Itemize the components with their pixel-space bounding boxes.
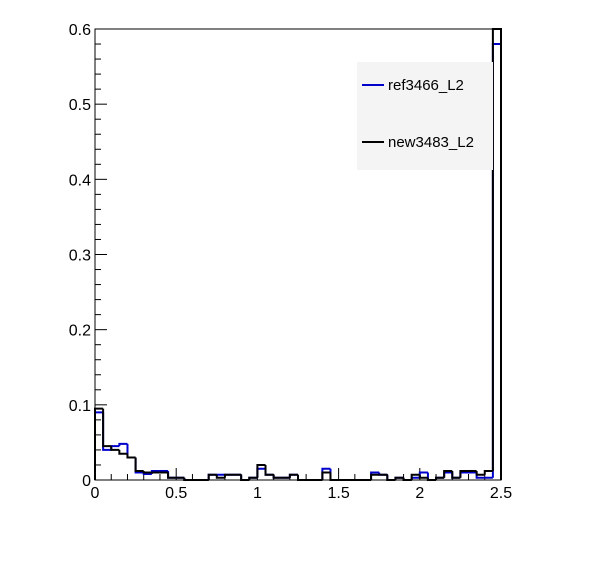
x-tick-label: 1 — [253, 485, 262, 502]
y-tick-label: 0.3 — [69, 248, 91, 265]
histogram-bin — [410, 473, 420, 480]
histogram-bin — [475, 470, 485, 476]
y-tick-label: 0.6 — [69, 22, 91, 39]
histogram-bin — [248, 476, 258, 480]
histogram-bin — [288, 473, 298, 478]
histogram-bin — [443, 469, 453, 478]
x-tick-label: 0 — [91, 485, 100, 502]
histogram-bin — [459, 469, 469, 478]
histogram-bin — [118, 449, 128, 455]
y-tick-label: 0.1 — [69, 398, 91, 415]
histogram-bin — [110, 446, 120, 451]
x-tick-label: 0.5 — [165, 485, 187, 502]
histogram-bin — [394, 476, 404, 480]
plot-frame — [94, 28, 502, 481]
x-tick-label: 2 — [415, 485, 424, 502]
histogram-bin — [264, 464, 274, 476]
histogram-bin — [321, 471, 331, 480]
histogram-bin — [167, 472, 177, 479]
histogram-bin — [102, 408, 112, 448]
y-tick-label: 0 — [82, 473, 91, 490]
legend: ref3466_L2 new3483_L2 — [357, 62, 493, 170]
histogram-bin — [207, 473, 217, 480]
histogram-bin — [418, 474, 428, 479]
histogram-bin — [223, 473, 234, 478]
legend-box — [357, 62, 493, 170]
histogram-bin — [256, 463, 266, 478]
histogram-bin — [451, 470, 461, 479]
histogram-bin — [142, 470, 152, 474]
histogram-bin — [370, 473, 380, 480]
legend-label-new: new3483_L2 — [388, 134, 474, 151]
x-tick-label: 1.5 — [327, 485, 349, 502]
histogram-bin — [272, 474, 282, 479]
histogram-bin — [435, 476, 445, 480]
histogram-bin — [134, 457, 144, 472]
histogram-bin — [215, 474, 225, 479]
y-tick-label: 0.4 — [69, 172, 91, 189]
histogram-bin — [118, 442, 128, 447]
y-tick-label: 0.5 — [69, 97, 91, 114]
y-tick-label: 0.2 — [69, 323, 91, 340]
histogram-bin — [483, 469, 493, 475]
legend-label-ref: ref3466_L2 — [388, 77, 464, 94]
histogram-bin — [126, 453, 136, 459]
x-tick-label: 2.5 — [490, 485, 512, 502]
